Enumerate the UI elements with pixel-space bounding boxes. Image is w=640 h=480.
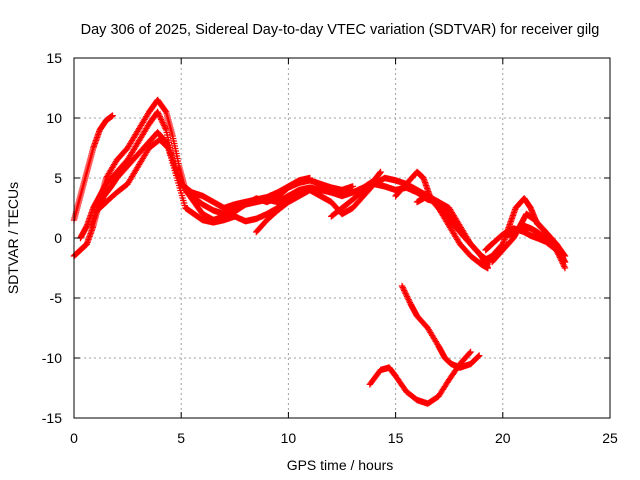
data-point bbox=[405, 296, 412, 303]
data-point bbox=[285, 192, 292, 200]
data-point bbox=[306, 174, 314, 182]
data-point bbox=[157, 114, 164, 122]
data-point bbox=[561, 252, 569, 260]
series-arc-13 bbox=[488, 210, 569, 266]
y-tick-label: 15 bbox=[46, 50, 62, 66]
y-tick-label: -5 bbox=[50, 290, 63, 306]
data-point bbox=[466, 349, 473, 357]
y-tick-label: 5 bbox=[54, 170, 62, 186]
data-point bbox=[398, 282, 406, 290]
data-point bbox=[400, 287, 408, 294]
data-point bbox=[561, 258, 569, 266]
x-tick-label: 10 bbox=[281, 430, 297, 446]
x-tick-label: 20 bbox=[495, 430, 511, 446]
data-point bbox=[156, 113, 163, 120]
data-point bbox=[162, 107, 169, 115]
data-point bbox=[157, 116, 165, 123]
data-point bbox=[474, 353, 481, 361]
data-point bbox=[403, 291, 410, 299]
data-point bbox=[561, 264, 569, 272]
y-tick-label: 0 bbox=[54, 230, 62, 246]
data-point bbox=[155, 110, 162, 117]
series-arc-15 bbox=[366, 348, 474, 407]
data-point bbox=[467, 348, 474, 356]
series-arc-4 bbox=[87, 129, 314, 230]
data-point bbox=[155, 111, 163, 119]
data-point bbox=[402, 290, 409, 297]
data-point bbox=[405, 297, 413, 305]
x-tick-label: 15 bbox=[388, 430, 404, 446]
data-point bbox=[401, 288, 409, 296]
y-tick-label: 10 bbox=[46, 110, 62, 126]
data-point bbox=[484, 264, 491, 272]
y-tick-label: -10 bbox=[42, 350, 62, 366]
data-point bbox=[164, 144, 171, 151]
data-point bbox=[161, 123, 168, 131]
axes-frame bbox=[73, 57, 611, 419]
data-point bbox=[399, 284, 406, 291]
data-point bbox=[561, 257, 568, 265]
data-point bbox=[159, 119, 166, 126]
data-point bbox=[475, 353, 482, 360]
tick-labels: 0 5 10 15 20 25 -15 -10 -5 0 5 10 15 bbox=[42, 50, 618, 446]
data-point bbox=[109, 112, 116, 119]
x-tick-label: 0 bbox=[70, 430, 78, 446]
data-point bbox=[284, 193, 291, 201]
data-point bbox=[158, 117, 166, 125]
y-axis-label: SDTVAR / TECUs bbox=[5, 182, 21, 294]
data-point bbox=[403, 293, 411, 300]
y-tick-label: -15 bbox=[42, 410, 62, 426]
data-point bbox=[160, 122, 168, 129]
data-point bbox=[400, 285, 407, 293]
series-arc-9 bbox=[413, 192, 494, 266]
data-point bbox=[154, 108, 161, 116]
data-point bbox=[561, 251, 568, 259]
data-point bbox=[162, 125, 169, 132]
chart-title: Day 306 of 2025, Sidereal Day-to-day VTE… bbox=[81, 22, 600, 38]
data-point bbox=[163, 143, 171, 150]
series-arc-14 bbox=[398, 282, 483, 371]
series-arc-1 bbox=[70, 112, 116, 224]
x-axis-label: GPS time / hours bbox=[287, 457, 394, 473]
x-tick-label: 5 bbox=[177, 430, 185, 446]
data-point bbox=[404, 294, 411, 302]
data-point bbox=[377, 168, 384, 176]
data-point bbox=[476, 352, 483, 359]
data-point bbox=[160, 120, 167, 128]
data-point bbox=[561, 263, 568, 270]
data-series bbox=[70, 96, 569, 407]
data-point bbox=[349, 183, 356, 190]
x-tick-label: 25 bbox=[602, 430, 618, 446]
grid-lines bbox=[74, 58, 610, 418]
